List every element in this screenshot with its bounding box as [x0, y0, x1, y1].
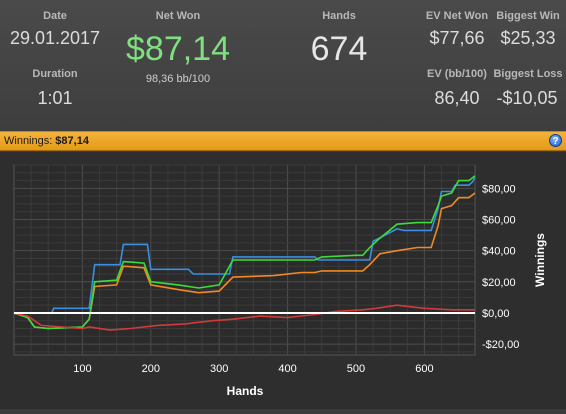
- winnings-chart: 100 200 300 400 500 600 -$20,00 $0,00 $20,00 $40…: [0, 152, 566, 409]
- winnings-title-label: Winnings:: [4, 135, 53, 147]
- stats-panel: Date 29.01.2017 Duration 1:01 Net Won $8…: [0, 0, 566, 130]
- ev-bb100-label: EV (bb/100): [427, 68, 487, 80]
- net-won-bb100: 98,36 bb/100: [145, 73, 211, 85]
- x-tick-label: 100: [73, 363, 91, 375]
- series-line: [14, 177, 476, 314]
- x-tick-label: 200: [142, 363, 160, 375]
- help-icon[interactable]: ?: [549, 134, 562, 147]
- net-won-value: $87,14: [126, 30, 230, 68]
- x-tick-label: 300: [210, 363, 228, 375]
- y-tick-label: -$20,00: [482, 339, 519, 351]
- winnings-title: Winnings: $87,14: [4, 135, 89, 147]
- x-axis-ticks: 100 200 300 400 500 600: [73, 363, 433, 375]
- ev-bb100-value: 86,40: [434, 88, 480, 108]
- duration-value: 1:01: [37, 88, 73, 108]
- biggest-loss-label: Biggest Loss: [493, 68, 563, 80]
- ev-net-won-label: EV Net Won: [425, 10, 489, 22]
- net-won-label: Net Won: [155, 10, 201, 22]
- hands-value: 674: [310, 30, 368, 68]
- y-tick-label: $40,00: [482, 246, 516, 258]
- y-axis-ticks: -$20,00 $0,00 $20,00 $40,00 $60,00 $80,00: [482, 183, 519, 351]
- y-axis-label: Winnings: [533, 233, 547, 287]
- winnings-chart-svg: 100 200 300 400 500 600 -$20,00 $0,00 $20,00 $40…: [13, 164, 547, 398]
- series-group: [13, 175, 476, 331]
- duration-label: Duration: [32, 68, 78, 80]
- date-value: 29.01.2017: [9, 28, 101, 48]
- biggest-loss-value: -$10,05: [496, 88, 558, 108]
- series-line: [13, 304, 475, 331]
- ev-net-won-value: $77,66: [429, 28, 485, 48]
- x-tick-label: 400: [278, 363, 296, 375]
- biggest-win-label: Biggest Win: [496, 10, 560, 22]
- winnings-title-bar: Winnings: $87,14 ?: [0, 131, 566, 151]
- date-label: Date: [43, 10, 67, 22]
- winnings-title-value: $87,14: [55, 135, 89, 147]
- y-tick-label: $0,00: [482, 308, 510, 320]
- y-tick-label: $20,00: [482, 277, 516, 289]
- x-axis-label: Hands: [227, 384, 264, 398]
- x-tick-label: 500: [347, 363, 365, 375]
- biggest-win-value: $25,33: [500, 28, 556, 48]
- y-tick-label: $60,00: [482, 215, 516, 227]
- x-tick-label: 600: [415, 363, 433, 375]
- hands-label: Hands: [322, 10, 356, 22]
- y-tick-label: $80,00: [482, 183, 516, 195]
